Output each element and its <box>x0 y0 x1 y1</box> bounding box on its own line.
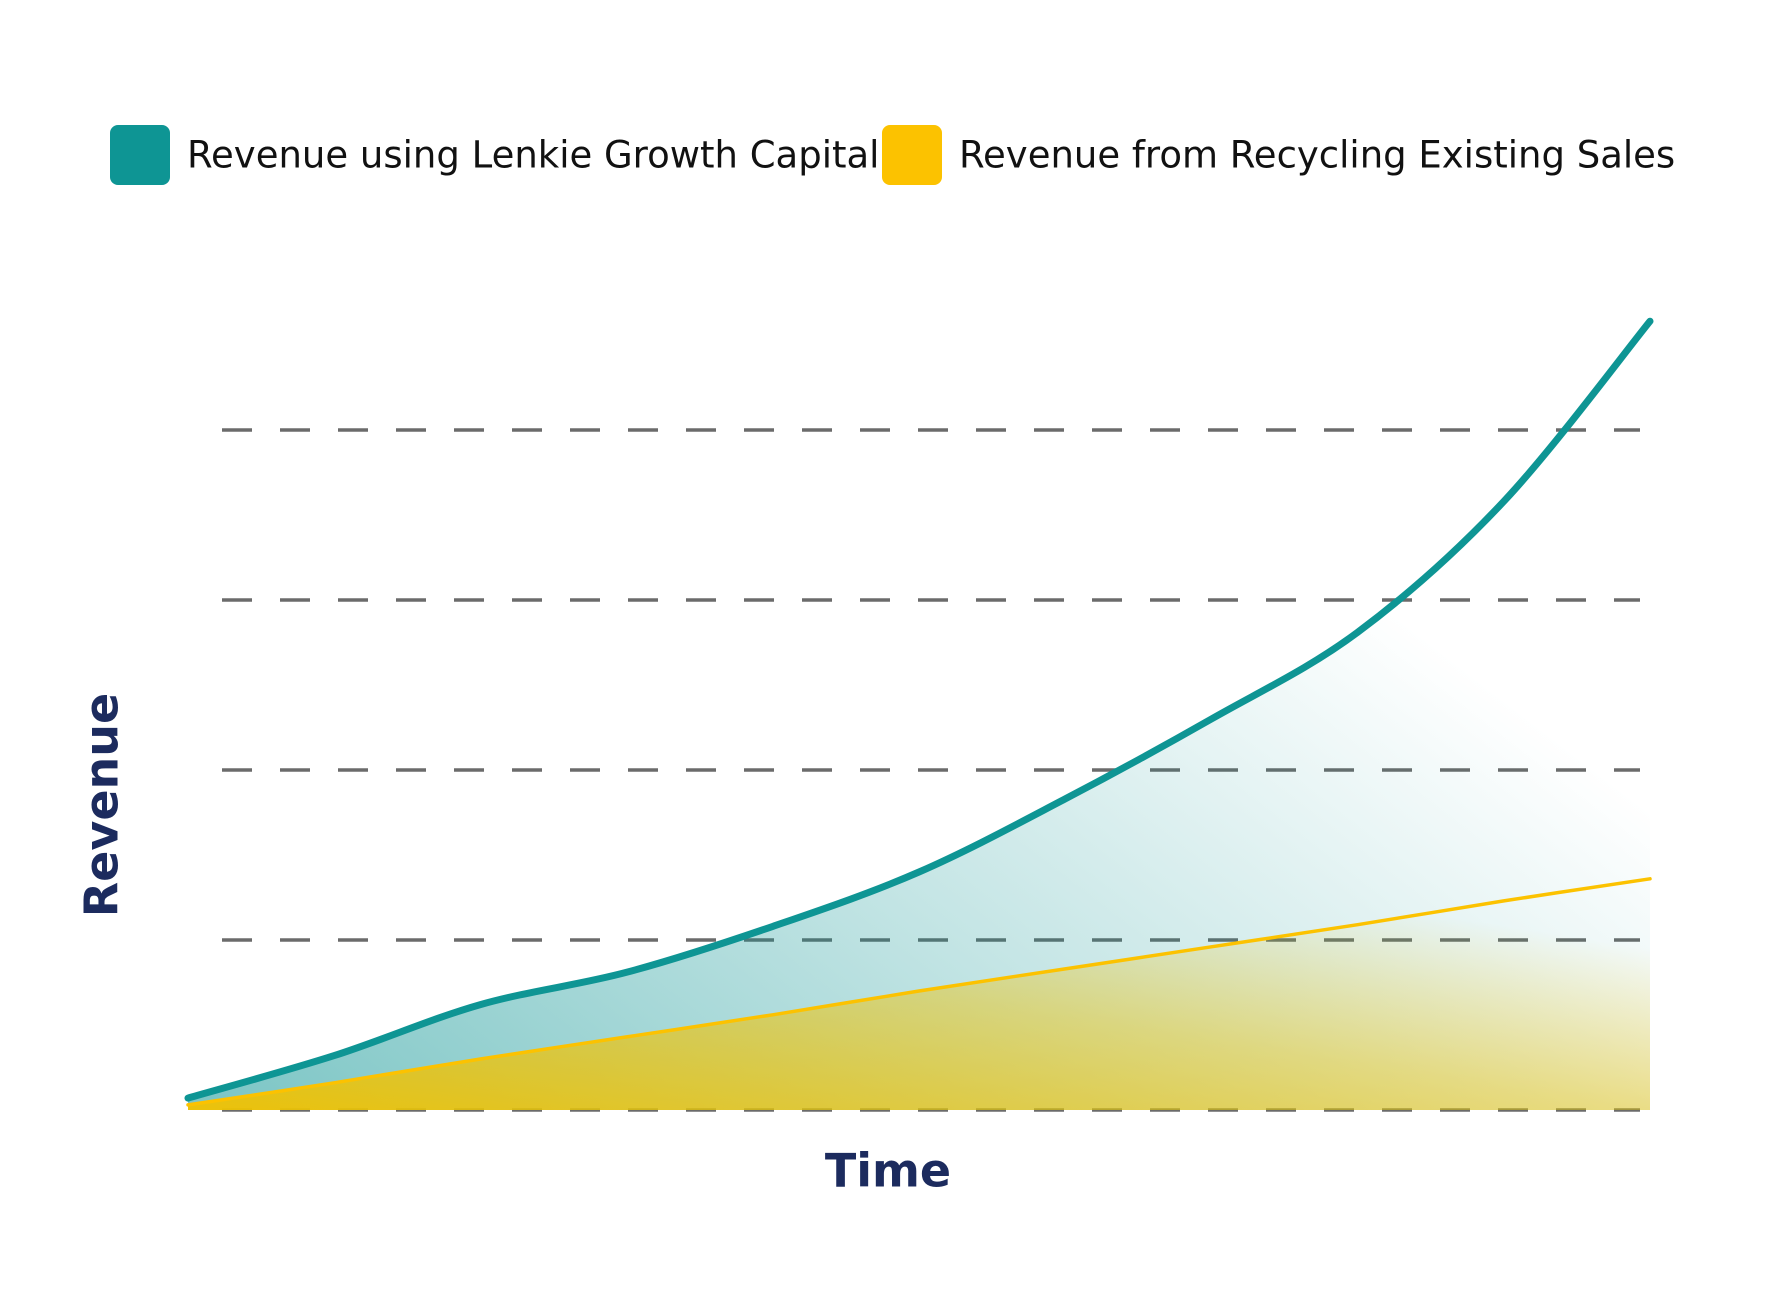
area <box>188 321 1650 1110</box>
y-axis-title: Revenue <box>75 693 129 918</box>
line <box>186 877 1652 1107</box>
x-axis-title: Time <box>825 1144 951 1198</box>
legend-label: Revenue using Lenkie Growth Capital <box>187 134 879 177</box>
legend-swatch <box>882 125 942 185</box>
legend-label: Revenue from Recycling Existing Sales <box>959 134 1675 177</box>
legend-swatch <box>110 125 170 185</box>
line <box>184 317 1654 1102</box>
